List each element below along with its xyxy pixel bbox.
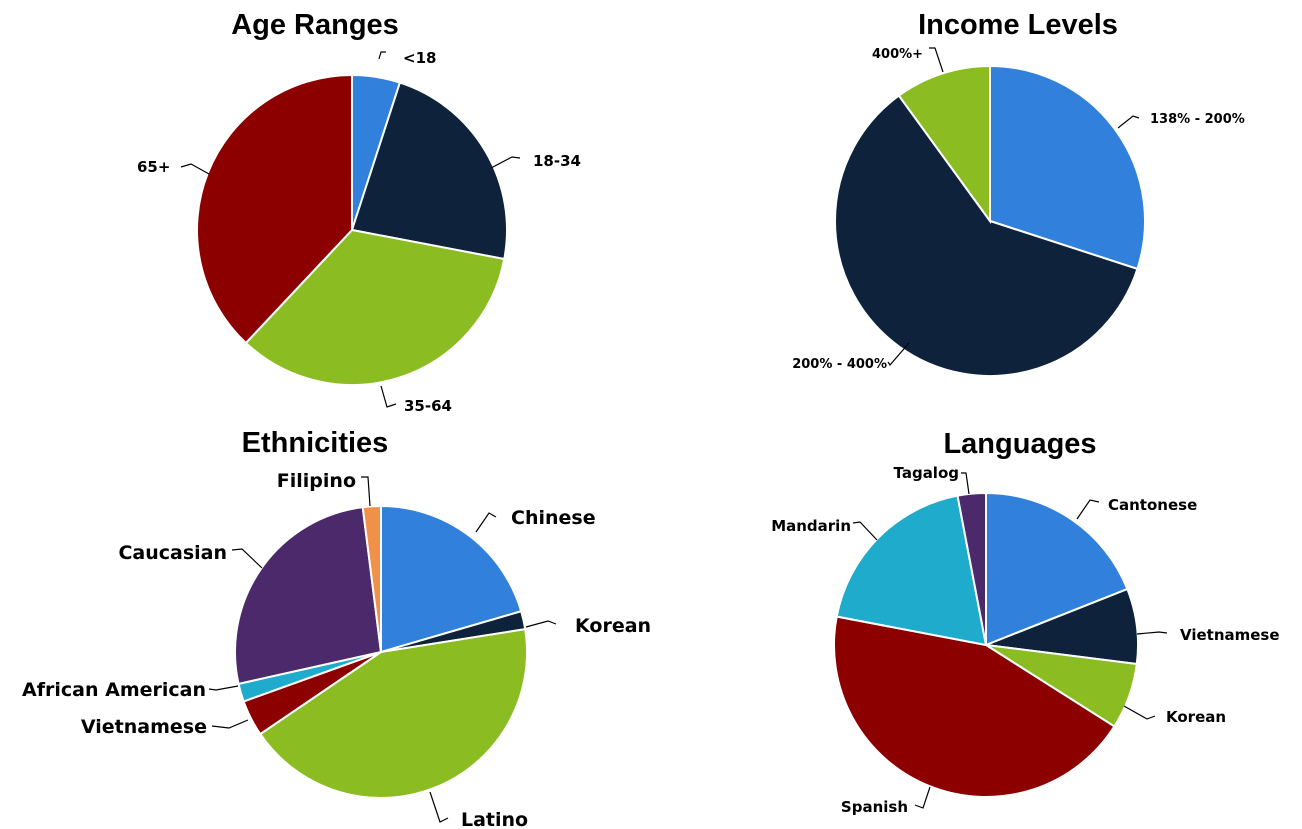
income-levels-leader-400 — [929, 47, 944, 73]
income-levels-leader-138-200 — [1117, 115, 1140, 129]
income-levels-slice-200-400 — [834, 94, 1139, 377]
age-ranges-label-18: <18 — [403, 49, 436, 67]
ethnicities-leader-caucasian — [231, 548, 263, 569]
ethnicities-label-vietnamese: Vietnamese — [81, 716, 207, 738]
age-ranges-leader-18-34 — [490, 156, 521, 169]
age-ranges-pie-chart: Age Ranges<18 18-34 35-64 65+ — [137, 9, 581, 415]
languages-leader-mandarin — [852, 521, 878, 541]
age-ranges-title: Age Ranges — [231, 9, 399, 41]
languages-label-korean: Korean — [1166, 708, 1226, 726]
ethnicities-leader-african-american — [208, 685, 239, 691]
age-ranges-label-65: 65+ — [137, 158, 170, 176]
age-ranges-leader-65 — [180, 163, 210, 175]
languages-slice-cantonese — [985, 491, 1129, 647]
ethnicities-leader-vietnamese — [211, 719, 249, 729]
income-levels-label-400: 400%+ — [872, 47, 923, 62]
ethnicities-label-korean: Korean — [575, 615, 651, 637]
languages-leader-cantonese — [1076, 499, 1100, 520]
ethnicities-slice-chinese — [380, 504, 523, 654]
income-levels-label-138-200: 138% - 200% — [1150, 112, 1245, 127]
ethnicities-pie-chart: Ethnicities Chinese Korean Latino Vietnamese… — [22, 427, 651, 829]
income-levels-leader-200-400 — [887, 342, 910, 366]
income-levels-slice-400 — [897, 64, 991, 225]
ethnicities-label-latino: Latino — [461, 809, 528, 829]
ethnicities-slice-filipino — [361, 504, 382, 653]
income-levels-title: Income Levels — [918, 9, 1118, 41]
age-ranges-label-35-64: 35-64 — [404, 397, 452, 415]
ethnicities-title: Ethnicities — [242, 427, 389, 459]
languages-pie-chart: Languages Cantonese Vietnamese Korean Spanis… — [771, 428, 1279, 816]
ethnicities-leader-latino — [429, 791, 449, 823]
languages-title: Languages — [943, 428, 1096, 460]
age-ranges-label-18-34: 18-34 — [533, 152, 581, 170]
languages-label-spanish: Spanish — [841, 798, 908, 816]
languages-slice-spanish — [833, 615, 1116, 799]
ethnicities-leader-korean — [525, 620, 557, 628]
income-levels-slice-138-200 — [989, 64, 1146, 271]
age-ranges-slice-35-64 — [244, 228, 506, 386]
ethnicities-slice-caucasian — [234, 506, 383, 686]
languages-label-mandarin: Mandarin — [771, 517, 851, 535]
ethnicities-label-filipino: Filipino — [277, 470, 356, 492]
languages-label-tagalog: Tagalog — [894, 464, 959, 482]
ethnicities-label-chinese: Chinese — [511, 507, 596, 529]
languages-leader-korean — [1123, 705, 1156, 720]
income-levels-pie-chart: Income Levels 138% - 200% 200% - 400% 400%+ — [792, 9, 1245, 377]
ethnicities-leader-filipino — [361, 476, 371, 507]
ethnicities-label-caucasian: Caucasian — [118, 542, 227, 564]
income-levels-label-200-400: 200% - 400% — [792, 357, 887, 372]
ethnicities-label-african-american: African American — [22, 679, 206, 701]
languages-leader-vietnamese — [1136, 631, 1168, 635]
languages-label-cantonese: Cantonese — [1108, 496, 1197, 514]
languages-slice-tagalog — [956, 491, 987, 646]
languages-leader-spanish — [914, 786, 931, 809]
age-ranges-leader-35-64 — [380, 385, 397, 408]
ethnicities-leader-chinese — [475, 512, 497, 533]
languages-label-vietnamese: Vietnamese — [1180, 626, 1280, 644]
languages-slice-mandarin — [835, 494, 988, 647]
ethnicities-slice-latino — [258, 628, 528, 799]
age-ranges-leader-18 — [378, 51, 386, 60]
languages-leader-tagalog — [961, 472, 970, 495]
age-ranges-slice-18-34 — [350, 81, 508, 261]
